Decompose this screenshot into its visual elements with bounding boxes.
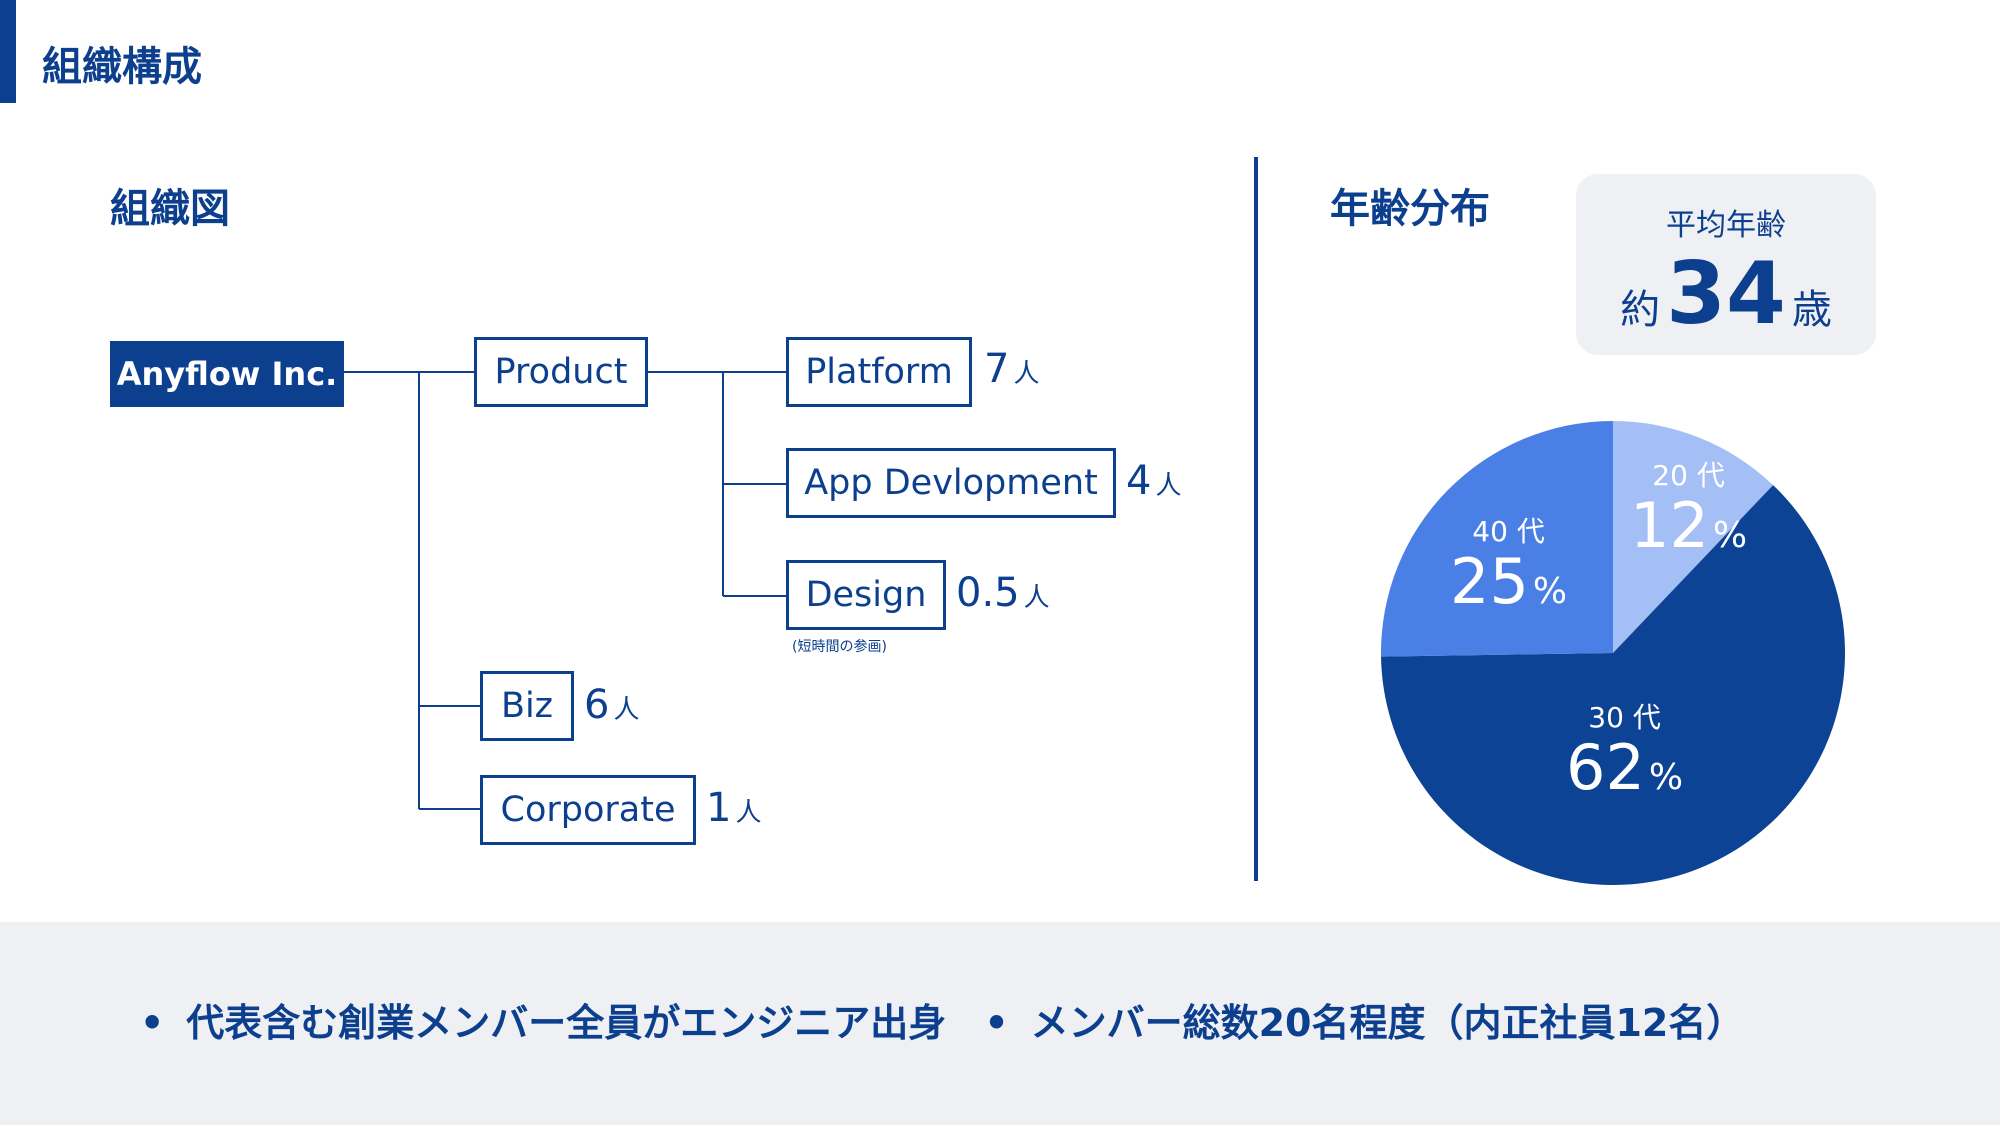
pie-slice-2 <box>1381 421 1613 657</box>
footer-bullet-item: • メンバー総数20名程度（内正社員12名） <box>984 1001 1745 1045</box>
footer-bullets: • 代表含む創業メンバー全員がエンジニア出身 • メンバー総数20名程度（内正社員1… <box>140 992 1744 1047</box>
design-headcount: 0.5 人 <box>956 570 1050 616</box>
org-node-corporate: Corporate <box>480 775 696 845</box>
pie-slice-0 <box>1613 421 1774 653</box>
org-node-product: Product <box>474 337 648 407</box>
org-node-biz: Biz <box>480 671 574 741</box>
org-node-root: Anyflow Inc. <box>110 341 344 407</box>
footer-bullet-item: • 代表含む創業メンバー全員がエンジニア出身 <box>140 1001 947 1045</box>
footer-panel <box>0 922 2000 1125</box>
page-title: 組織構成 <box>42 44 202 90</box>
org-node-platform: Platform <box>786 337 972 407</box>
section-divider <box>1254 157 1258 881</box>
org-node-design: Design <box>786 560 946 630</box>
pie-label-30s: 30 代 62% <box>1566 701 1684 804</box>
age-distribution-title: 年齢分布 <box>1330 186 1490 232</box>
org-chart-title: 組織図 <box>110 186 230 232</box>
pie-label-20s: 20 代 12% <box>1630 459 1748 562</box>
pie-slice-1 <box>1381 485 1845 885</box>
pie-label-40s: 40 代 25% <box>1450 515 1568 618</box>
average-age-card: 平均年齢 約34 歳 <box>1576 174 1876 355</box>
design-note: (短時間の参画) <box>792 639 887 655</box>
age-pie-chart <box>1381 421 1845 885</box>
org-node-app-development: App Devlopment <box>786 448 1116 518</box>
average-age-label: 平均年齢 <box>1666 208 1786 243</box>
average-age-value: 約34 歳 <box>1620 244 1832 344</box>
title-accent-bar <box>0 0 16 103</box>
